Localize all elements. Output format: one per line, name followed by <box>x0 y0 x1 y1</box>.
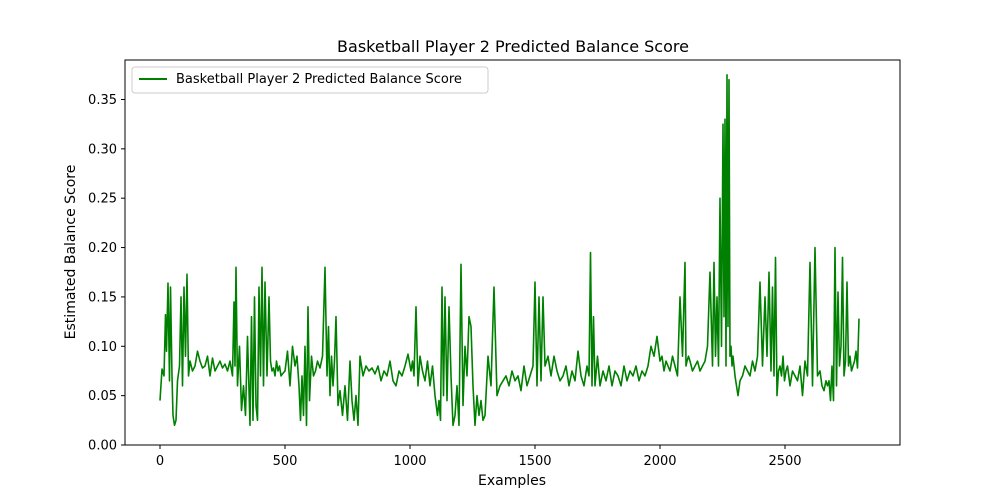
y-axis: 0.00 0.05 0.10 0.15 0.20 0.25 0.30 0.35 <box>88 93 125 454</box>
x-tick-label: 1000 <box>393 454 426 469</box>
y-tick-label: 0.10 <box>88 340 117 355</box>
chart-title: Basketball Player 2 Predicted Balance Sc… <box>337 37 689 56</box>
series-line-0 <box>159 74 860 427</box>
x-tick-label: 1500 <box>518 454 551 469</box>
plot-area <box>159 74 860 427</box>
y-tick-label: 0.05 <box>88 389 117 404</box>
y-axis-label: Estimated Balance Score <box>63 165 79 340</box>
x-tick-label: 500 <box>273 454 298 469</box>
x-axis-label: Examples <box>478 473 546 489</box>
y-tick-label: 0.35 <box>88 93 117 108</box>
x-axis: 0 500 1000 1500 2000 2500 <box>156 445 802 469</box>
x-tick-label: 0 <box>156 454 164 469</box>
y-tick-label: 0.30 <box>88 142 117 157</box>
y-tick-label: 0.20 <box>88 241 117 256</box>
legend: Basketball Player 2 Predicted Balance Sc… <box>131 66 489 94</box>
y-tick-label: 0.00 <box>88 439 117 454</box>
x-tick-label: 2000 <box>643 454 676 469</box>
y-tick-label: 0.15 <box>88 290 117 305</box>
axes-frame <box>124 59 901 446</box>
legend-label: Basketball Player 2 Predicted Balance Sc… <box>176 72 462 87</box>
legend-box <box>131 66 489 94</box>
y-tick-label: 0.25 <box>88 192 117 207</box>
x-tick-label: 2500 <box>768 454 801 469</box>
